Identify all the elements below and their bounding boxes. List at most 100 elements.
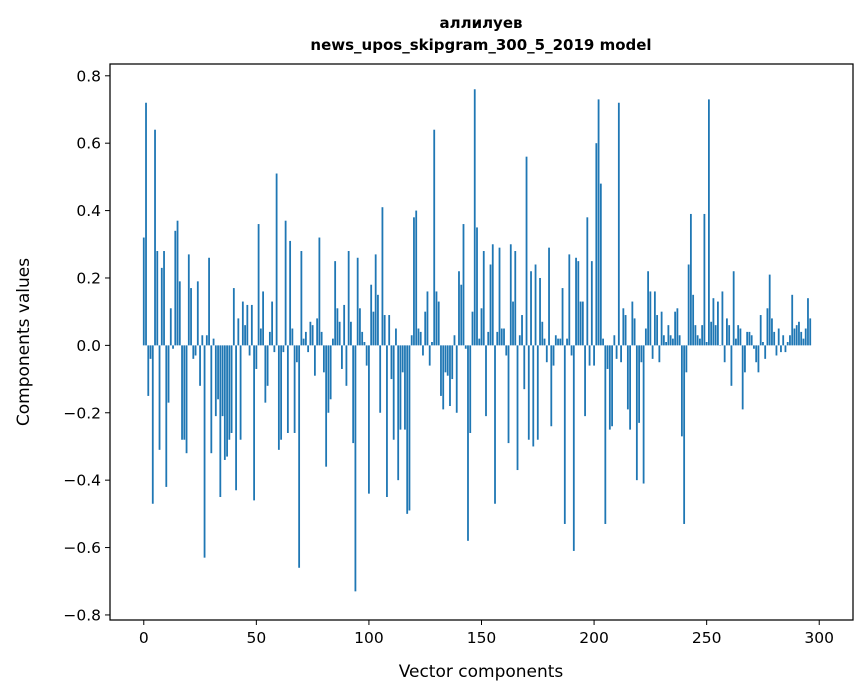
- bar-86: [336, 308, 339, 346]
- bar-103: [374, 254, 377, 346]
- bar-230: [660, 311, 663, 346]
- bar-133: [442, 345, 445, 410]
- bar-276: [764, 345, 767, 359]
- bar-188: [566, 338, 568, 346]
- bar-29: [208, 257, 210, 346]
- bar-117: [406, 345, 409, 514]
- bar-245: [694, 325, 697, 346]
- bar-138: [453, 335, 456, 346]
- bar-261: [730, 345, 733, 386]
- bar-53: [262, 291, 264, 346]
- bar-92: [350, 321, 352, 346]
- bar-281: [775, 345, 778, 356]
- bar-232: [665, 342, 668, 346]
- bar-45: [244, 325, 246, 346]
- bar-289: [793, 328, 796, 346]
- bar-183: [554, 335, 557, 346]
- y-tick-label: 0.2: [76, 269, 101, 287]
- bar-118: [408, 345, 411, 511]
- bar-97: [361, 331, 364, 346]
- bar-41: [235, 345, 237, 491]
- bar-90: [345, 345, 348, 386]
- bar-283: [780, 345, 782, 353]
- y-tick-label: 0.8: [76, 67, 101, 85]
- bar-17: [181, 345, 183, 440]
- bar-159: [500, 328, 503, 346]
- bar-288: [791, 294, 794, 346]
- bar-199: [590, 261, 593, 346]
- bar-205: [604, 345, 607, 524]
- bar-239: [680, 345, 683, 437]
- bar-66: [291, 328, 294, 346]
- bar-85: [334, 261, 337, 346]
- bar-95: [356, 257, 359, 346]
- bar-146: [471, 311, 474, 346]
- bar-34: [219, 345, 222, 498]
- bar-136: [449, 345, 451, 407]
- bar-76: [313, 345, 316, 376]
- bar-114: [399, 345, 402, 430]
- bar-163: [509, 244, 512, 346]
- bar-124: [422, 345, 424, 356]
- bar-293: [802, 338, 805, 346]
- bar-149: [478, 338, 481, 346]
- bar-73: [307, 345, 310, 353]
- bar-266: [741, 345, 744, 410]
- bar-148: [476, 227, 478, 346]
- bar-74: [309, 321, 312, 346]
- bar-123: [419, 331, 422, 346]
- bar-40: [232, 288, 235, 346]
- bar-181: [550, 345, 553, 427]
- bar-150: [480, 308, 483, 346]
- bar-63: [284, 220, 287, 346]
- bar-110: [390, 345, 393, 380]
- bar-91: [347, 251, 350, 346]
- bar-248: [701, 325, 704, 346]
- y-tick-label: −0.2: [63, 404, 101, 422]
- bar-236: [674, 311, 677, 346]
- bar-277: [766, 308, 769, 346]
- bar-68: [295, 345, 298, 363]
- bar-65: [289, 240, 292, 346]
- bar-116: [404, 345, 406, 430]
- bar-83: [329, 345, 332, 400]
- bar-225: [649, 291, 652, 346]
- bar-244: [692, 294, 695, 346]
- bar-7: [158, 345, 161, 450]
- bar-202: [597, 99, 600, 346]
- bar-154: [489, 264, 492, 346]
- bar-122: [417, 328, 420, 346]
- bar-121: [415, 210, 418, 346]
- bar-16: [178, 281, 181, 346]
- bar-228: [656, 315, 659, 346]
- bar-262: [732, 271, 735, 346]
- bar-141: [460, 284, 463, 346]
- y-tick-label: 0.0: [76, 337, 101, 355]
- bar-126: [426, 291, 429, 346]
- bar-25: [199, 345, 201, 386]
- bar-258: [723, 345, 726, 363]
- bar-50: [255, 345, 258, 369]
- chart-subtitle: news_upos_skipgram_300_5_2019 model: [310, 36, 651, 54]
- bar-139: [455, 345, 458, 413]
- bar-112: [395, 328, 397, 346]
- bar-195: [581, 301, 584, 346]
- bar-101: [370, 284, 373, 346]
- x-tick-label: 200: [579, 629, 609, 647]
- bar-231: [662, 335, 665, 346]
- bar-233: [667, 325, 670, 346]
- bar-42: [237, 318, 240, 346]
- bar-20: [187, 254, 190, 346]
- bar-142: [462, 224, 465, 346]
- bar-242: [687, 264, 690, 346]
- bar-87: [338, 321, 341, 346]
- bar-251: [708, 99, 710, 346]
- bar-51: [257, 224, 260, 346]
- bar-254: [714, 325, 717, 346]
- bar-111: [392, 345, 395, 440]
- bar-60: [277, 345, 280, 450]
- bar-19: [185, 345, 188, 454]
- bar-69: [298, 345, 301, 568]
- bar-18: [183, 345, 186, 440]
- bar-28: [205, 335, 208, 346]
